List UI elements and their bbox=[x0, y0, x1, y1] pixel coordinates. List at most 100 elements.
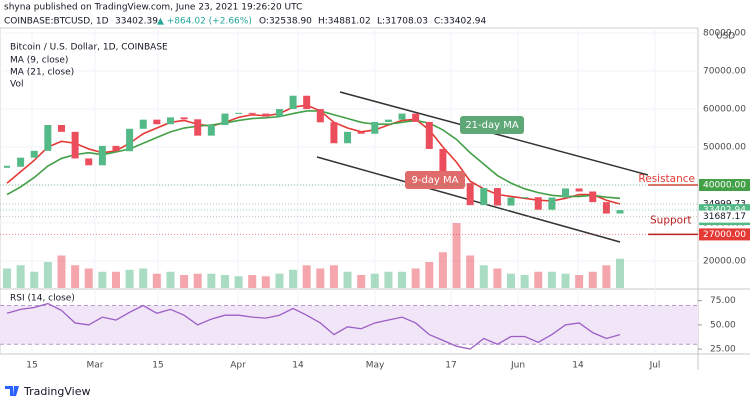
annotation-box bbox=[460, 116, 524, 134]
volume-bar bbox=[166, 271, 175, 288]
x-tick-label: Mar bbox=[87, 361, 104, 371]
candle bbox=[480, 188, 488, 206]
x-tick-label: 15 bbox=[26, 361, 37, 371]
price-marker-label: 27000.00 bbox=[703, 230, 746, 240]
candle bbox=[194, 119, 202, 136]
price-marker-label: 40000.00 bbox=[703, 181, 746, 191]
currency: USD bbox=[716, 32, 735, 42]
volume-bar bbox=[180, 275, 189, 288]
candle bbox=[17, 157, 25, 167]
x-tick-label: 14 bbox=[572, 361, 584, 371]
brand: TradingView bbox=[23, 385, 90, 398]
volume-bar bbox=[507, 273, 516, 288]
candle bbox=[575, 188, 583, 192]
candle bbox=[439, 148, 447, 172]
candle bbox=[207, 124, 215, 136]
volume-bar bbox=[289, 269, 298, 288]
byline: shyna published on TradingView.com, June… bbox=[4, 3, 302, 13]
legend-rsi: RSI (14, close) bbox=[10, 294, 75, 304]
volume-bar bbox=[71, 265, 80, 288]
rsi-tick-label: 50.00 bbox=[710, 320, 736, 330]
ma-line bbox=[6, 110, 621, 200]
volume-bar bbox=[193, 273, 202, 288]
price-marker bbox=[699, 228, 750, 241]
logo-icon bbox=[5, 386, 19, 396]
candle bbox=[112, 145, 120, 152]
rsi-tick-label: 75.00 bbox=[710, 296, 736, 306]
volume-bar bbox=[125, 269, 134, 288]
volume-bar bbox=[275, 273, 284, 288]
candle bbox=[466, 183, 474, 206]
y-tick-label: 50000.00 bbox=[703, 143, 746, 153]
volume-bar bbox=[316, 268, 325, 288]
rsi-band bbox=[0, 305, 698, 345]
y-tick-label: 80000.00 bbox=[703, 29, 746, 39]
volume-bar bbox=[602, 265, 611, 288]
x-tick-label: 14 bbox=[292, 361, 304, 371]
candle bbox=[425, 121, 433, 149]
level-label: Resistance bbox=[638, 173, 695, 185]
price-marker bbox=[699, 179, 750, 192]
ma-line bbox=[6, 104, 621, 205]
symbol: COINBASE:BTCUSD, 1D bbox=[4, 17, 109, 27]
volume-bar bbox=[152, 273, 161, 288]
y-tick-label: 70000.00 bbox=[703, 67, 746, 77]
volume-bar bbox=[30, 271, 39, 288]
candle bbox=[398, 113, 406, 120]
volume-bar bbox=[357, 275, 366, 288]
x-tick-label: May bbox=[366, 361, 385, 371]
candle bbox=[98, 145, 106, 166]
annotation-text: 9-day MA bbox=[411, 175, 458, 186]
legend-symbol: Bitcoin / U.S. Dollar, 1D, COINBASE bbox=[10, 43, 168, 53]
legend-ma21: MA (21, close) bbox=[10, 68, 74, 78]
level-label: Support bbox=[650, 214, 692, 226]
x-tick-label: Jul bbox=[649, 361, 661, 371]
footer-logo: TradingView bbox=[5, 385, 90, 398]
candle bbox=[180, 117, 188, 120]
change: ▲ +864.02 (+2.66%) bbox=[157, 17, 252, 27]
price-marker bbox=[699, 210, 750, 223]
volume-bar bbox=[398, 271, 407, 288]
legend-ma9: MA (9, close) bbox=[10, 56, 68, 66]
candle bbox=[44, 124, 52, 151]
candle bbox=[371, 121, 379, 134]
volume-bar bbox=[57, 255, 66, 288]
x-tick-label: Jun bbox=[510, 361, 525, 371]
volume-bar bbox=[84, 268, 93, 288]
symbol-bar: COINBASE:BTCUSD, 1D 33402.39 ▲ +864.02 (… bbox=[4, 17, 487, 27]
annotation-box bbox=[405, 171, 465, 189]
volume-bar bbox=[411, 268, 420, 288]
volume-bar bbox=[588, 271, 597, 288]
candle bbox=[616, 210, 624, 214]
close: C:33402.94 bbox=[434, 17, 487, 27]
candle bbox=[548, 197, 556, 210]
volume-bar bbox=[207, 273, 216, 288]
volume-bar bbox=[534, 271, 543, 288]
volume-bar bbox=[370, 273, 379, 288]
rsi-line bbox=[6, 302, 621, 350]
volume-bar bbox=[547, 271, 556, 288]
rsi-tick-label: 25.00 bbox=[710, 345, 736, 355]
volume-bar bbox=[3, 268, 11, 288]
candle bbox=[303, 95, 311, 110]
volume-bar bbox=[343, 271, 352, 288]
candle bbox=[262, 113, 270, 117]
volume-bar bbox=[466, 255, 475, 288]
candle bbox=[221, 113, 229, 125]
volume-bar bbox=[111, 271, 120, 288]
volume-bar bbox=[561, 273, 570, 288]
price-marker-label: 31687.17 bbox=[703, 212, 746, 222]
open: O:32538.90 bbox=[259, 17, 312, 27]
annotation-text: 21-day MA bbox=[465, 120, 519, 131]
volume-bar bbox=[16, 265, 25, 288]
candle bbox=[275, 109, 283, 117]
volume-bar bbox=[248, 275, 257, 288]
volume-bar bbox=[452, 223, 461, 288]
volume-bar bbox=[575, 275, 584, 288]
volume-bar bbox=[479, 265, 488, 288]
volume-bar bbox=[234, 276, 243, 288]
price-marker-label: 33402.94 bbox=[703, 206, 746, 216]
candle bbox=[507, 197, 515, 206]
candle bbox=[602, 202, 610, 214]
